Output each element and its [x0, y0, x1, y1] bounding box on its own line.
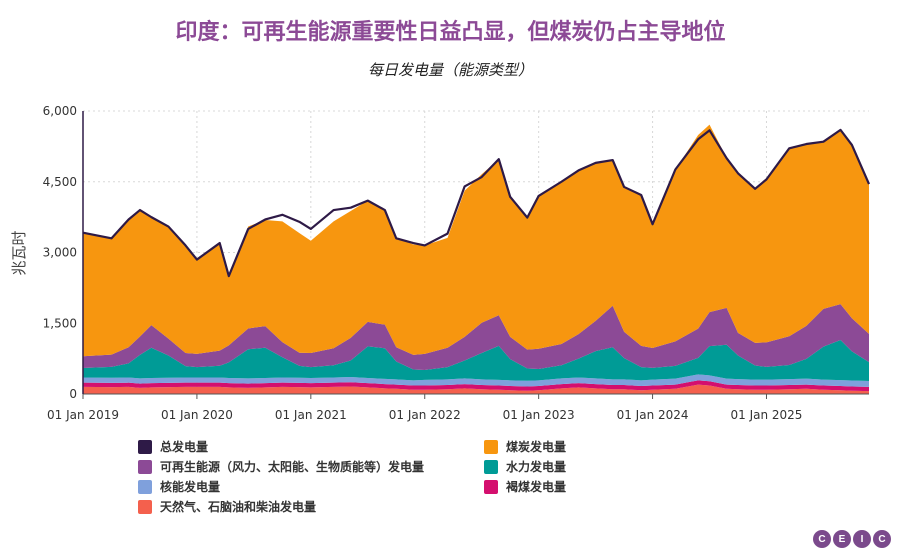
- area-coal: [83, 124, 869, 357]
- y-tick-label: 3,000: [43, 246, 77, 260]
- y-tick-label: 0: [69, 387, 77, 401]
- area-gas-oil: [83, 384, 869, 394]
- legend-item-coal[interactable]: 煤炭发电量: [484, 438, 566, 455]
- legend-swatch-nuclear: [138, 479, 152, 494]
- legend-label-lignite: 褐煤发电量: [506, 480, 567, 494]
- legend-label-total: 总发电量: [160, 440, 209, 454]
- area-renewables: [83, 304, 869, 370]
- total-line-group: [82, 128, 871, 278]
- x-tick-label: 01 Jan 2022: [389, 408, 461, 422]
- legend-swatch-renewables: [138, 459, 152, 474]
- legend-label-nuclear: 核能发电量: [160, 480, 221, 494]
- legend: 总发电量 煤炭发电量 可再生能源（风力、太阳能、生物质能等）发电量 水力发电量 …: [138, 438, 838, 518]
- x-tick-label: 01 Jan 2023: [503, 408, 575, 422]
- area-hydro: [83, 339, 869, 382]
- y-tick-label: 1,500: [43, 316, 77, 330]
- legend-swatch-gas-oil: [138, 499, 152, 514]
- line-total: [82, 128, 871, 278]
- logo-letter: C: [873, 530, 891, 548]
- x-tick-label: 01 Jan 2020: [161, 408, 233, 422]
- legend-item-gas-oil[interactable]: 天然气、石脑油和柴油发电量: [138, 498, 316, 515]
- legend-item-total[interactable]: 总发电量: [138, 438, 208, 455]
- legend-label-coal: 煤炭发电量: [506, 440, 567, 454]
- axes: 0 1,500 3,000 4,500 6,000 01 Jan 2019 01 Jan 2…: [43, 104, 869, 422]
- legend-item-nuclear[interactable]: 核能发电量: [138, 478, 220, 495]
- y-tick-label: 6,000: [43, 104, 77, 118]
- x-tick-label: 01 Jan 2024: [617, 408, 689, 422]
- legend-item-hydro[interactable]: 水力发电量: [484, 458, 566, 475]
- area-lignite: [83, 380, 869, 392]
- x-tick-label: 01 Jan 2021: [275, 408, 347, 422]
- stacked-areas: [83, 124, 869, 394]
- chart-subtitle: 每日发电量（能源类型）: [367, 61, 533, 79]
- legend-label-hydro: 水力发电量: [506, 460, 567, 474]
- logo-letter: C: [813, 530, 831, 548]
- logo-letter: I: [853, 530, 871, 548]
- ceic-logo: C E I C: [811, 530, 891, 548]
- legend-swatch-lignite: [484, 479, 498, 494]
- legend-item-lignite[interactable]: 褐煤发电量: [484, 478, 566, 495]
- legend-label-renewables: 可再生能源（风力、太阳能、生物质能等）发电量: [160, 460, 425, 474]
- x-tick-label: 01 Jan 2019: [47, 408, 119, 422]
- y-axis-label: 兆瓦时: [10, 230, 28, 275]
- logo-letter: E: [833, 530, 851, 548]
- legend-item-renewables[interactable]: 可再生能源（风力、太阳能、生物质能等）发电量: [138, 458, 424, 475]
- x-tick-label: 01 Jan 2025: [731, 408, 803, 422]
- chart-title: 印度：可再生能源重要性日益凸显，但煤炭仍占主导地位: [175, 20, 726, 45]
- legend-swatch-coal: [484, 439, 498, 454]
- area-nuclear: [83, 374, 869, 387]
- y-tick-label: 4,500: [43, 175, 77, 189]
- legend-swatch-total: [138, 439, 152, 454]
- legend-label-gas-oil: 天然气、石脑油和柴油发电量: [160, 500, 317, 514]
- legend-swatch-hydro: [484, 459, 498, 474]
